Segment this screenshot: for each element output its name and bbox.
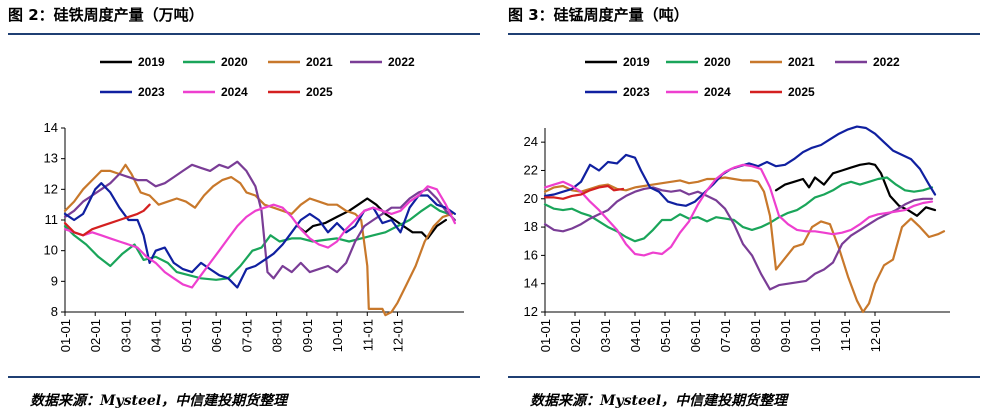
x-tick-label: 02-01 (568, 319, 583, 352)
series-line-2019 (296, 197, 447, 240)
top-divider (8, 33, 480, 35)
legend-label-2019: 2019 (623, 55, 650, 69)
legend-label-2021: 2021 (306, 55, 333, 69)
x-tick-label: 09-01 (300, 319, 315, 352)
x-tick-label: 10-01 (330, 319, 345, 352)
y-tick-label: 10 (44, 243, 58, 258)
y-tick-label: 13 (44, 151, 58, 166)
legend-label-2020: 2020 (704, 55, 731, 69)
x-tick-label: 05-01 (658, 319, 673, 352)
legend-label-2022: 2022 (388, 55, 415, 69)
y-tick-label: 9 (51, 273, 58, 288)
series-line-2023 (63, 182, 456, 289)
y-tick-label: 24 (524, 134, 538, 149)
series-line-2020 (543, 176, 934, 243)
chart-title: 图 3：硅锰周度产量（吨） (508, 6, 689, 24)
x-tick-label: 11-01 (360, 319, 375, 351)
x-tick-label: 08-01 (748, 319, 763, 352)
chart-canvas: 8 9 10 11 12 13 14 01-01 02-01 03-01 04-01 05-01 06-… (44, 55, 464, 352)
series-line-2022 (543, 186, 934, 291)
x-tick-label: 07-01 (239, 319, 254, 352)
x-tick-label: 05-01 (179, 319, 194, 352)
y-tick-label: 22 (524, 162, 538, 177)
x-tick-label: 12-01 (391, 319, 406, 352)
x-tick-label: 09-01 (778, 319, 793, 352)
source-note: 数据来源：Mysteel，中信建投期货整理 (30, 393, 288, 409)
legend-label-2024: 2024 (704, 85, 731, 99)
chart-panel-ferrosilicon: 图 2：硅铁周度产量（万吨） 8 9 10 11 12 13 14 01-01 02-01 03-… (0, 0, 488, 415)
x-tick-label: 01-01 (58, 319, 73, 352)
legend-label-2024: 2024 (221, 85, 248, 99)
series-line-2024 (63, 185, 456, 289)
legend-label-2023: 2023 (623, 85, 650, 99)
x-tick-label: 01-01 (538, 319, 553, 352)
y-tick-label: 12 (524, 304, 538, 319)
legend-label-2020: 2020 (221, 55, 248, 69)
bottom-divider (508, 376, 980, 378)
y-tick-label: 16 (524, 247, 538, 262)
y-tick-label: 14 (44, 120, 58, 135)
series-line-2025 (63, 203, 151, 237)
y-tick-label: 18 (524, 219, 538, 234)
chart-panel-silicomanganese: 图 3：硅锰周度产量（吨） 12 14 16 18 20 22 24 01-01 02-01 03… (500, 0, 988, 415)
y-tick-label: 11 (45, 212, 59, 227)
x-tick-label: 04-01 (149, 319, 164, 352)
legend-label-2025: 2025 (306, 85, 333, 99)
y-tick-label: 20 (524, 191, 538, 206)
bottom-divider (8, 376, 480, 378)
legend-label-2025: 2025 (788, 85, 815, 99)
legend-label-2023: 2023 (138, 85, 165, 99)
x-tick-label: 10-01 (808, 319, 823, 352)
series-line-2022 (63, 160, 456, 280)
y-tick-label: 12 (44, 181, 58, 196)
legend-label-2021: 2021 (788, 55, 815, 69)
series-line-2025 (543, 184, 625, 200)
source-note: 数据来源：Mysteel，中信建投期货整理 (530, 393, 788, 409)
x-tick-label: 03-01 (598, 319, 613, 352)
x-tick-label: 03-01 (118, 319, 133, 352)
y-tick-label: 14 (524, 276, 538, 291)
x-tick-label: 08-01 (270, 319, 285, 352)
chart-title: 图 2：硅铁周度产量（万吨） (8, 6, 204, 24)
x-tick-label: 04-01 (628, 319, 643, 352)
x-tick-label: 07-01 (718, 319, 733, 352)
legend-label-2022: 2022 (873, 55, 900, 69)
x-tick-label: 06-01 (688, 319, 703, 352)
series-line-2021 (63, 163, 453, 317)
x-tick-label: 06-01 (209, 319, 224, 352)
top-divider (508, 33, 980, 35)
legend-label-2019: 2019 (138, 55, 165, 69)
series-line-2021 (543, 176, 946, 314)
series-line-2024 (543, 163, 934, 257)
x-tick-label: 11-01 (838, 319, 853, 351)
series-line-2020 (63, 203, 450, 281)
x-tick-label: 02-01 (88, 319, 103, 352)
y-tick-label: 8 (51, 304, 58, 319)
x-tick-label: 12-01 (868, 319, 883, 352)
